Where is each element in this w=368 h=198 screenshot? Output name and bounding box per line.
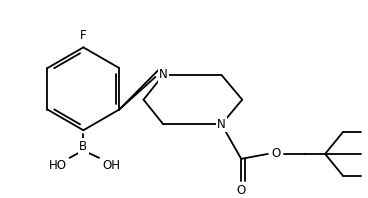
- Text: OH: OH: [102, 159, 120, 172]
- Text: O: O: [271, 148, 280, 160]
- Text: B: B: [79, 140, 88, 152]
- Text: N: N: [159, 69, 168, 82]
- Text: HO: HO: [49, 159, 67, 172]
- Text: F: F: [80, 29, 87, 42]
- Text: N: N: [217, 118, 226, 131]
- Text: O: O: [237, 184, 246, 197]
